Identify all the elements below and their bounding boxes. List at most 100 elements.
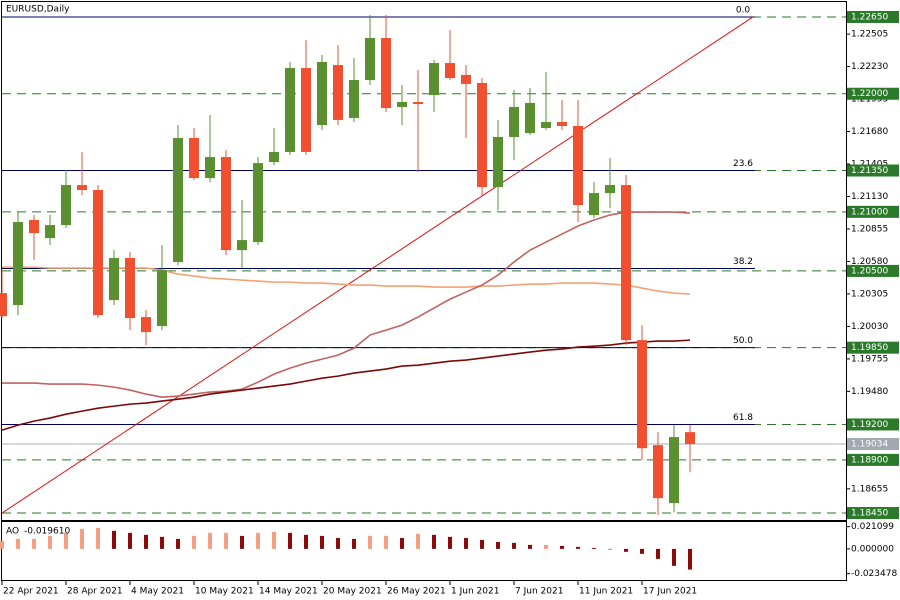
candle-body — [333, 65, 343, 120]
ao-bar — [320, 535, 324, 549]
x-tick-label: 1 Jun 2021 — [451, 587, 499, 597]
candle-body — [461, 74, 471, 84]
ao-panel-border — [1, 521, 847, 581]
x-tick-label: 28 Apr 2021 — [67, 587, 123, 597]
candle-body — [141, 317, 151, 333]
candle-body — [477, 82, 487, 188]
moving-average — [1, 339, 691, 431]
candle-body — [125, 258, 135, 319]
candle-body — [429, 63, 439, 96]
level-label-box — [847, 87, 899, 100]
candle-body — [205, 157, 215, 179]
ao-bar — [528, 544, 532, 549]
ao-bar — [304, 534, 308, 549]
x-tick-label: 14 May 2021 — [259, 587, 318, 597]
ao-bar — [672, 548, 676, 566]
level-label: 1.22650 — [851, 12, 888, 22]
ao-bar — [112, 530, 116, 549]
candle-body — [13, 222, 23, 306]
ao-bar — [400, 537, 404, 549]
level-label-box — [847, 264, 899, 277]
y-tick-label: 1.20580 — [851, 257, 888, 267]
candle-body — [589, 193, 599, 216]
candle-body — [413, 102, 423, 105]
ao-bar — [432, 534, 436, 549]
x-tick-label: 7 Jun 2021 — [515, 587, 563, 597]
ao-bar — [80, 528, 84, 549]
candle-body — [685, 432, 695, 445]
candle-body — [173, 138, 183, 263]
ao-bar — [96, 527, 100, 549]
ao-bar — [688, 548, 692, 570]
x-tick-label: 11 Jun 2021 — [579, 587, 633, 597]
candle-body — [509, 106, 519, 137]
ao-bar — [336, 537, 340, 549]
current-price-box — [847, 438, 899, 451]
level-label: 1.19850 — [851, 343, 888, 353]
ao-tick-label: -0.023478 — [851, 569, 897, 579]
candle-body — [381, 37, 391, 109]
ao-bar — [512, 542, 516, 549]
level-label: 1.18900 — [851, 455, 888, 465]
trendline — [1, 16, 754, 514]
y-tick-label: 1.19480 — [851, 387, 888, 397]
level-label: 1.19200 — [851, 420, 888, 430]
candle-body — [493, 136, 503, 188]
level-label: 1.21350 — [851, 166, 888, 176]
fib-label: 50.0 — [733, 336, 753, 346]
candle-body — [29, 220, 39, 234]
candle-body — [109, 258, 119, 301]
ao-bar — [64, 532, 68, 549]
ao-bar — [480, 539, 484, 549]
candle-body — [365, 37, 375, 81]
y-tick-label: 1.20305 — [851, 289, 888, 299]
candle-body — [285, 67, 295, 152]
candle-body — [157, 270, 167, 327]
x-tick-label: 17 Jun 2021 — [643, 587, 697, 597]
x-tick-label: 20 May 2021 — [323, 587, 382, 597]
candle-body — [189, 138, 199, 179]
ao-bar — [240, 535, 244, 549]
candle-body — [573, 125, 583, 206]
moving-average — [2, 211, 691, 398]
ao-bar — [208, 532, 212, 549]
ao-bar — [32, 538, 36, 549]
x-tick-label: 26 May 2021 — [387, 587, 446, 597]
ao-bar — [656, 548, 660, 559]
fib-label: 0.0 — [736, 5, 751, 15]
level-label-box — [847, 205, 899, 218]
y-tick-label: 1.21680 — [851, 127, 888, 137]
ao-bar — [448, 536, 452, 549]
y-tick-label: 1.22230 — [851, 62, 888, 72]
candle-body — [653, 445, 663, 499]
ao-bar — [384, 535, 388, 549]
chart-title: EURUSD,Daily — [6, 5, 70, 15]
ao-bar — [608, 548, 612, 550]
level-label-box — [847, 164, 899, 177]
candle-body — [253, 163, 263, 243]
ao-bar — [224, 532, 228, 549]
ao-bar — [560, 545, 564, 549]
x-tick-label: 10 May 2021 — [195, 587, 254, 597]
level-label: 1.21000 — [851, 207, 888, 217]
ao-bar — [128, 532, 132, 549]
fib-label: 23.6 — [733, 159, 753, 169]
x-tick-label: 4 May 2021 — [131, 587, 184, 597]
ao-bar — [272, 531, 276, 549]
ao-tick-label: 0.021099 — [851, 522, 894, 532]
candle-body — [93, 190, 103, 316]
ao-bar — [16, 538, 20, 549]
ao-bar — [576, 546, 580, 549]
candle-body — [525, 102, 535, 134]
fib-label: 61.8 — [733, 413, 753, 423]
level-label-box — [847, 10, 899, 23]
level-label-box — [847, 418, 899, 431]
ao-bar — [496, 541, 500, 549]
y-tick-label: 1.21130 — [851, 192, 888, 202]
candle-body — [541, 121, 551, 128]
x-tick-label: 22 Apr 2021 — [3, 587, 59, 597]
candle-body — [77, 185, 87, 191]
ao-value-label: -0.019610 — [24, 527, 70, 537]
